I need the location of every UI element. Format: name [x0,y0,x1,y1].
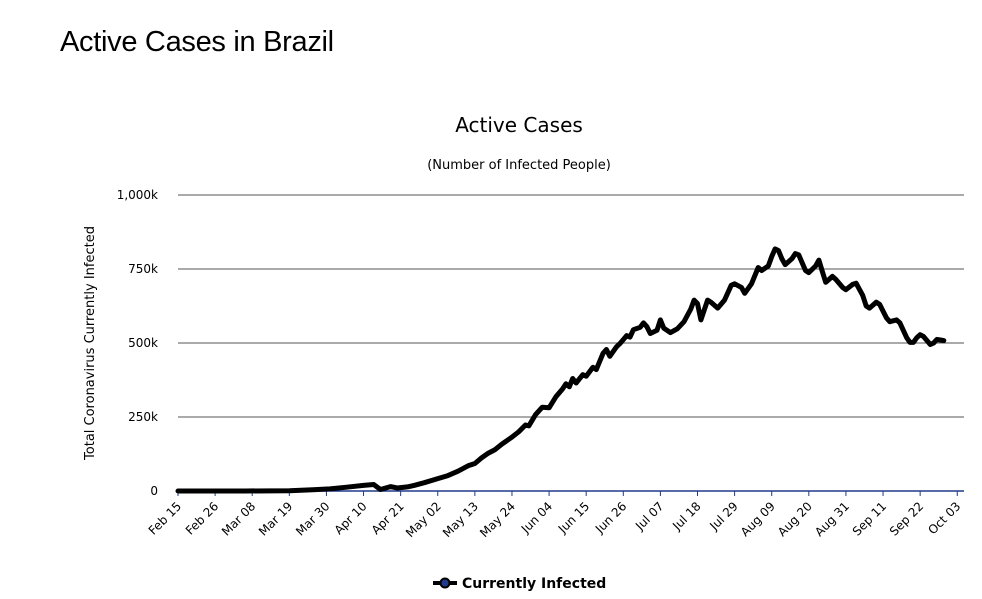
x-tick-label: Feb 26 [183,499,221,537]
x-tick-label: May 13 [440,499,481,540]
y-tick-label: 1,000k [117,188,158,202]
legend-marker [439,577,451,589]
x-tick-label: Mar 19 [256,499,295,538]
x-tick-label: Jul 07 [632,499,666,533]
x-tick-label: Aug 09 [738,499,778,539]
x-tick-label: Jul 18 [669,499,703,533]
legend-label-currently-infected[interactable]: Currently Infected [462,576,606,592]
y-tick-label: 250k [128,410,158,424]
x-tick-label: Mar 08 [219,499,258,538]
x-tick-label: Apr 21 [369,499,407,537]
x-tick-label: Jun 04 [518,499,555,536]
chart-subtitle: (Number of Infected People) [427,158,611,173]
x-tick-label: Jun 15 [555,499,592,536]
x-tick-label: Mar 30 [293,499,332,538]
series-line-currently-infected [175,246,947,494]
x-tick-label: Oct 03 [925,499,963,537]
y-tick-labels: 0 250k 500k 750k 1,000k [117,188,158,498]
legend[interactable]: Currently Infected [433,576,606,592]
x-tick-label: Aug 31 [812,499,852,539]
grid-lines [177,194,964,496]
y-axis-label: Total Coronavirus Currently Infected [83,226,98,461]
x-tick-label: Jul 29 [706,499,740,533]
y-tick-label: 0 [150,484,158,498]
x-tick-label: Feb 15 [146,499,184,537]
x-tick-label: May 02 [403,499,444,540]
x-tick-label: Sep 22 [887,499,926,538]
y-tick-label: 500k [128,336,158,350]
x-tick-label: Jun 26 [592,499,629,536]
x-tick-label: May 24 [477,499,518,540]
series-layer [175,246,947,494]
page-heading: Active Cases in Brazil [60,26,334,58]
chart-title: Active Cases [455,113,583,137]
x-tick-label: Sep 11 [850,499,889,538]
y-tick-label: 750k [128,262,158,276]
x-tick-label: Aug 20 [775,499,815,539]
x-tick-label: Apr 10 [332,499,370,537]
